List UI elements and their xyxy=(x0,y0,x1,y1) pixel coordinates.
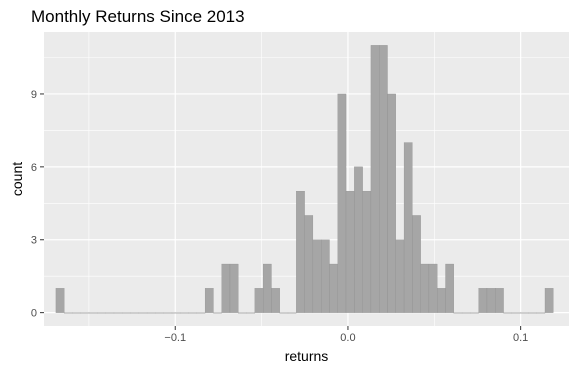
histogram-bar xyxy=(379,45,388,313)
histogram-bar xyxy=(72,312,81,314)
histogram-bar xyxy=(362,190,372,313)
histogram-bar xyxy=(263,263,272,313)
histogram-bar xyxy=(387,93,396,313)
x-axis-title: returns xyxy=(285,348,329,364)
histogram-bar xyxy=(536,312,546,314)
histogram-bar xyxy=(171,312,181,314)
histogram-bar xyxy=(511,312,521,314)
histogram-bar xyxy=(213,312,222,314)
histogram-bar xyxy=(503,312,512,314)
y-tick-label: 6 xyxy=(31,162,37,174)
histogram-bar xyxy=(146,312,156,314)
histogram-bar xyxy=(155,312,164,314)
histogram-bar xyxy=(519,312,529,314)
histogram-bar xyxy=(354,166,363,313)
histogram-bar xyxy=(412,215,421,313)
histogram-bar xyxy=(478,288,488,313)
x-tick-label: −0.1 xyxy=(164,332,186,344)
histogram-bar xyxy=(238,312,247,314)
histogram-bar xyxy=(221,263,231,313)
x-tick-label: 0.0 xyxy=(340,332,355,344)
histogram-bar xyxy=(370,45,380,313)
histogram-bar xyxy=(130,312,139,314)
histogram-bar xyxy=(445,263,454,313)
histogram-bar xyxy=(122,312,131,314)
histogram-bar xyxy=(271,288,280,313)
histogram-bar xyxy=(105,312,115,314)
histogram-bar xyxy=(64,312,73,314)
histogram-bar xyxy=(180,312,189,314)
histogram-bar xyxy=(495,288,504,313)
histogram-bar xyxy=(403,142,413,313)
histogram-bar xyxy=(437,288,446,313)
y-axis: 0 3 6 9 xyxy=(31,89,44,320)
x-tick-label: 0.1 xyxy=(513,332,528,344)
y-tick-label: 9 xyxy=(31,89,37,101)
histogram-bar xyxy=(88,312,98,314)
histogram-bar xyxy=(312,239,322,313)
histogram-bars xyxy=(55,45,554,314)
histogram-bar xyxy=(420,263,430,313)
histogram-bar xyxy=(246,312,256,314)
x-axis: −0.1 0.0 0.1 xyxy=(164,326,528,344)
histogram-bar xyxy=(428,263,438,313)
histogram-bar xyxy=(279,312,289,314)
histogram-bar xyxy=(254,288,264,313)
histogram-bar xyxy=(188,312,197,314)
y-axis-title: count xyxy=(9,162,25,196)
histogram-bar xyxy=(97,312,106,314)
histogram-bar xyxy=(321,239,330,313)
histogram-bar xyxy=(337,93,347,313)
histogram-bar xyxy=(345,190,355,313)
histogram-bar xyxy=(55,288,65,313)
histogram-bar xyxy=(461,312,471,314)
histogram-bar xyxy=(453,312,463,314)
histogram-bar xyxy=(528,312,537,314)
y-tick-label: 0 xyxy=(31,308,37,320)
histogram-bar xyxy=(544,288,554,313)
histogram-bar xyxy=(304,215,314,313)
histogram-bar xyxy=(204,288,214,313)
histogram-bar xyxy=(287,312,297,314)
chart-title: Monthly Returns Since 2013 xyxy=(31,7,245,26)
histogram-bar xyxy=(196,312,206,314)
y-tick-label: 3 xyxy=(31,235,37,247)
histogram-bar xyxy=(229,263,239,313)
histogram-bar xyxy=(80,312,90,314)
histogram-bar xyxy=(113,312,123,314)
histogram-bar xyxy=(486,288,496,313)
histogram-bar xyxy=(470,312,479,314)
histogram-bar xyxy=(296,190,305,313)
histogram-bar xyxy=(163,312,173,314)
histogram-bar xyxy=(395,239,405,313)
histogram-bar xyxy=(329,263,338,313)
histogram-bar xyxy=(138,312,148,314)
